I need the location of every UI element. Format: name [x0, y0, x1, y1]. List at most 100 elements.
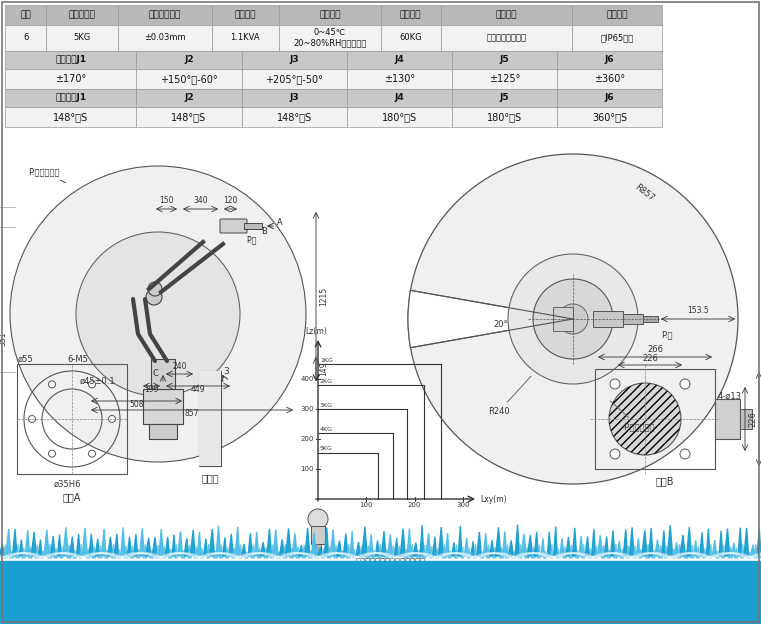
- Text: J3: J3: [289, 56, 299, 64]
- Text: 6: 6: [23, 34, 28, 42]
- Polygon shape: [435, 548, 438, 558]
- Polygon shape: [279, 539, 285, 556]
- Polygon shape: [181, 550, 185, 558]
- Text: +150°～-60°: +150°～-60°: [160, 74, 218, 84]
- Text: 449: 449: [191, 385, 205, 394]
- Polygon shape: [658, 545, 662, 558]
- Polygon shape: [353, 549, 355, 558]
- Bar: [380, 25, 441, 51]
- Polygon shape: [636, 539, 640, 556]
- Text: 240: 240: [172, 362, 186, 371]
- Polygon shape: [38, 540, 42, 556]
- Polygon shape: [706, 529, 710, 556]
- Text: J2: J2: [184, 94, 194, 102]
- Bar: [136, 89, 241, 107]
- Bar: [347, 69, 452, 89]
- Polygon shape: [420, 525, 424, 556]
- Polygon shape: [385, 550, 388, 558]
- Text: 226: 226: [748, 411, 757, 427]
- Polygon shape: [204, 539, 208, 556]
- Polygon shape: [425, 534, 431, 556]
- Polygon shape: [257, 547, 261, 558]
- Text: P.点: P.点: [246, 235, 256, 244]
- Polygon shape: [502, 531, 507, 556]
- Polygon shape: [54, 548, 57, 558]
- Polygon shape: [537, 545, 540, 558]
- Polygon shape: [114, 534, 119, 556]
- Polygon shape: [60, 547, 63, 558]
- Bar: [5, 89, 136, 107]
- Polygon shape: [741, 544, 743, 558]
- Polygon shape: [610, 530, 615, 556]
- Polygon shape: [448, 551, 451, 558]
- Bar: [5, 51, 136, 69]
- Polygon shape: [649, 528, 653, 556]
- Polygon shape: [359, 546, 363, 558]
- Bar: [593, 311, 623, 327]
- Text: P.点: P.点: [661, 330, 673, 339]
- Circle shape: [609, 383, 681, 455]
- Polygon shape: [541, 539, 545, 556]
- Polygon shape: [684, 550, 688, 558]
- Polygon shape: [728, 547, 732, 558]
- Text: 最大速度J1: 最大速度J1: [55, 94, 86, 102]
- Text: 120: 120: [223, 196, 237, 205]
- Polygon shape: [527, 535, 533, 556]
- Bar: [118, 25, 212, 51]
- Polygon shape: [661, 530, 665, 556]
- Text: 本体重量: 本体重量: [400, 11, 422, 19]
- Polygon shape: [12, 529, 17, 556]
- Text: P.点动作范围: P.点动作范围: [610, 401, 654, 431]
- Text: J6: J6: [605, 56, 614, 64]
- Polygon shape: [162, 546, 165, 558]
- Text: J4: J4: [394, 56, 404, 64]
- Polygon shape: [137, 549, 140, 558]
- Polygon shape: [350, 531, 354, 556]
- Polygon shape: [563, 547, 566, 558]
- Polygon shape: [308, 551, 312, 558]
- Polygon shape: [534, 532, 538, 556]
- Text: 351: 351: [0, 331, 7, 346]
- Polygon shape: [63, 527, 68, 556]
- Polygon shape: [51, 536, 55, 556]
- Polygon shape: [677, 544, 681, 558]
- Polygon shape: [260, 542, 266, 556]
- Polygon shape: [98, 545, 102, 558]
- Polygon shape: [0, 544, 5, 556]
- Circle shape: [88, 450, 95, 457]
- Polygon shape: [413, 543, 418, 556]
- Polygon shape: [397, 546, 400, 558]
- Bar: [118, 5, 212, 25]
- Polygon shape: [547, 532, 551, 556]
- Polygon shape: [639, 550, 642, 558]
- Polygon shape: [264, 547, 268, 558]
- Polygon shape: [486, 545, 490, 558]
- Polygon shape: [197, 532, 201, 556]
- Polygon shape: [654, 540, 660, 556]
- Polygon shape: [629, 527, 634, 556]
- Bar: [136, 107, 241, 127]
- Polygon shape: [283, 544, 287, 558]
- Polygon shape: [219, 545, 223, 558]
- Text: 226: 226: [642, 354, 658, 363]
- Text: 400: 400: [301, 376, 314, 382]
- Text: ±130°: ±130°: [384, 74, 415, 84]
- Polygon shape: [499, 547, 504, 558]
- Bar: [441, 25, 572, 51]
- Polygon shape: [366, 545, 370, 558]
- Polygon shape: [213, 551, 218, 558]
- Polygon shape: [512, 552, 516, 558]
- Polygon shape: [429, 546, 433, 558]
- Polygon shape: [229, 534, 233, 556]
- Text: 1215: 1215: [319, 287, 328, 306]
- Text: 100: 100: [360, 502, 373, 508]
- Text: ø35H6: ø35H6: [54, 480, 81, 489]
- Polygon shape: [10, 552, 13, 558]
- Polygon shape: [477, 532, 482, 556]
- Text: 电源容量: 电源容量: [234, 11, 256, 19]
- Polygon shape: [582, 544, 584, 558]
- Bar: [244, 223, 262, 229]
- Polygon shape: [165, 537, 170, 556]
- Bar: [279, 5, 380, 25]
- Polygon shape: [324, 527, 329, 556]
